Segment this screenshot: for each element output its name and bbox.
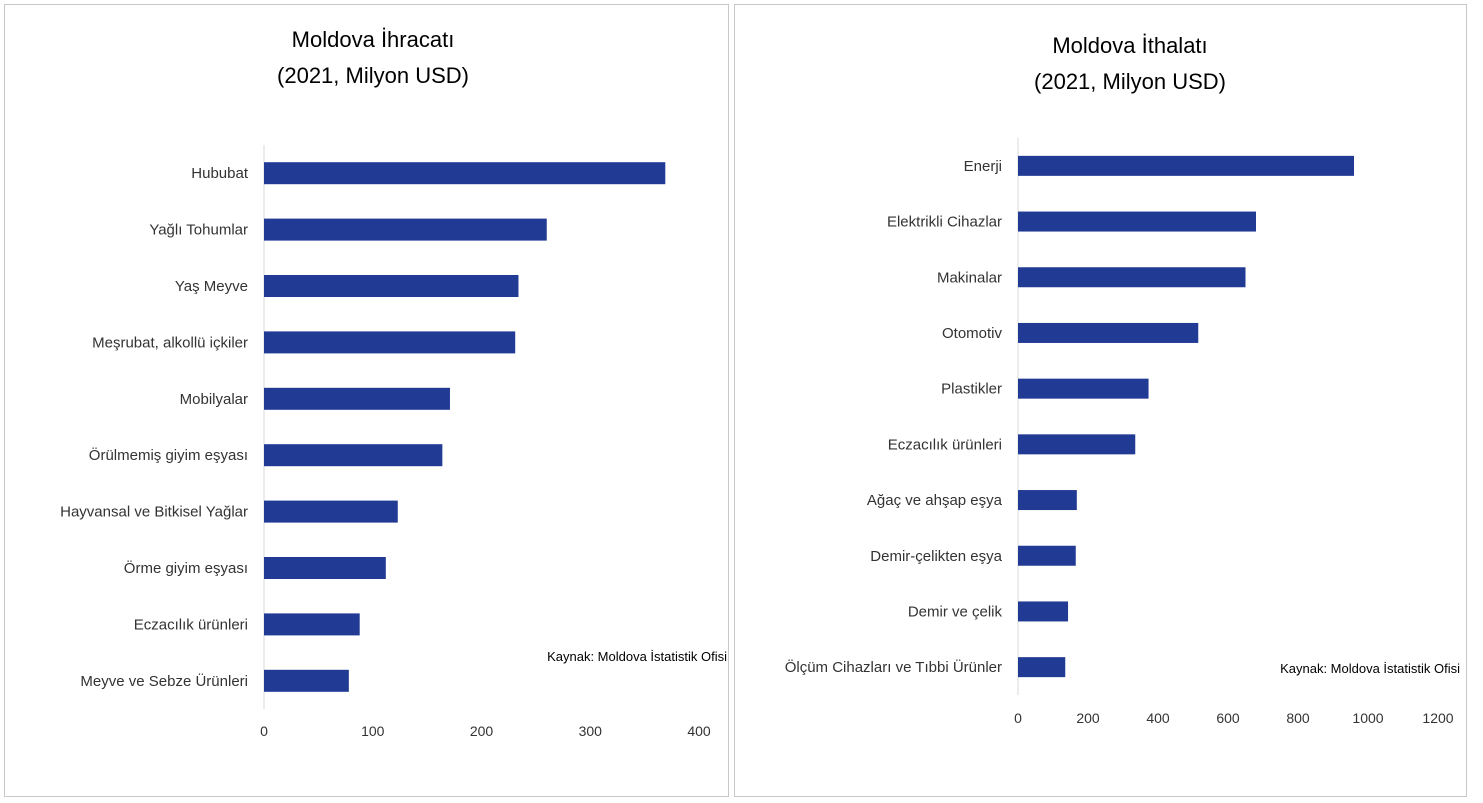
- bar: [264, 444, 443, 467]
- bar: [264, 162, 666, 185]
- bar: [1018, 601, 1069, 622]
- category-label: Enerji: [964, 158, 1002, 175]
- export-chart-panel: Moldova İhracatı (2021, Milyon USD) Hububa…: [4, 4, 729, 797]
- category-label: Otomotiv: [942, 325, 1003, 342]
- x-tick-label: 800: [1286, 710, 1310, 726]
- category-label: Eczacılık ürünleri: [134, 616, 248, 633]
- x-tick-label: 100: [361, 723, 385, 739]
- category-label: Yaş Meyve: [175, 278, 248, 295]
- x-tick-label: 300: [579, 723, 603, 739]
- bar: [264, 218, 547, 241]
- x-tick-label: 600: [1216, 710, 1240, 726]
- bar: [264, 669, 349, 692]
- bar: [1018, 322, 1199, 343]
- category-label: Elektrikli Cihazlar: [887, 214, 1002, 231]
- chart-title: Moldova İhracatı: [292, 27, 455, 52]
- chart-subtitle: (2021, Milyon USD): [1034, 69, 1226, 94]
- category-label: Örme giyim eşyası: [124, 559, 248, 577]
- x-tick-label: 1200: [1422, 710, 1453, 726]
- x-tick-label: 400: [1146, 710, 1170, 726]
- bar: [1018, 267, 1246, 288]
- chart-title: Moldova İthalatı: [1052, 33, 1207, 58]
- export-chart: Moldova İhracatı (2021, Milyon USD) Hububa…: [60, 27, 727, 739]
- category-label: Ölçüm Cihazları ve Tıbbi Ürünler: [785, 658, 1002, 676]
- bar: [264, 331, 516, 354]
- bar: [1018, 434, 1136, 455]
- bar: [264, 613, 360, 636]
- category-label: Demir-çelikten eşya: [870, 548, 1002, 565]
- bar: [264, 500, 398, 523]
- bar: [264, 387, 450, 410]
- x-tick-label: 400: [687, 723, 711, 739]
- x-tick-label: 0: [260, 723, 268, 739]
- category-label: Makinalar: [937, 269, 1002, 286]
- category-label: Yağlı Tohumlar: [149, 222, 248, 239]
- bar: [1018, 545, 1076, 566]
- bar: [1018, 657, 1066, 678]
- category-label: Mobilyalar: [180, 391, 248, 408]
- x-tick-label: 1000: [1352, 710, 1383, 726]
- import-chart: Moldova İthalatı (2021, Milyon USD) Enerji…: [785, 33, 1460, 726]
- bar: [1018, 490, 1077, 511]
- x-tick-label: 200: [1076, 710, 1100, 726]
- bar: [1018, 378, 1149, 399]
- x-tick-label: 200: [470, 723, 494, 739]
- x-tick-label: 0: [1014, 710, 1022, 726]
- category-label: Meyve ve Sebze Ürünleri: [80, 672, 248, 690]
- category-label: Demir ve çelik: [908, 603, 1003, 620]
- category-label: Örülmemiş giyim eşyası: [89, 446, 248, 464]
- import-chart-panel: Moldova İthalatı (2021, Milyon USD) Enerji…: [734, 4, 1467, 797]
- source-annotation: Kaynak: Moldova İstatistik Ofisi: [1280, 661, 1460, 676]
- source-annotation: Kaynak: Moldova İstatistik Ofisi: [547, 649, 727, 664]
- category-label: Hububat: [191, 165, 249, 182]
- bar: [264, 275, 519, 297]
- category-label: Ağaç ve ahşap eşya: [867, 492, 1003, 509]
- category-label: Hayvansal ve Bitkisel Yağlar: [60, 504, 248, 521]
- category-label: Plastikler: [941, 381, 1002, 398]
- category-label: Meşrubat, alkollü içkiler: [92, 334, 248, 351]
- bar: [264, 557, 386, 579]
- bar: [1018, 155, 1354, 176]
- bar: [1018, 211, 1256, 232]
- chart-subtitle: (2021, Milyon USD): [277, 63, 469, 88]
- category-label: Eczacılık ürünleri: [888, 436, 1002, 453]
